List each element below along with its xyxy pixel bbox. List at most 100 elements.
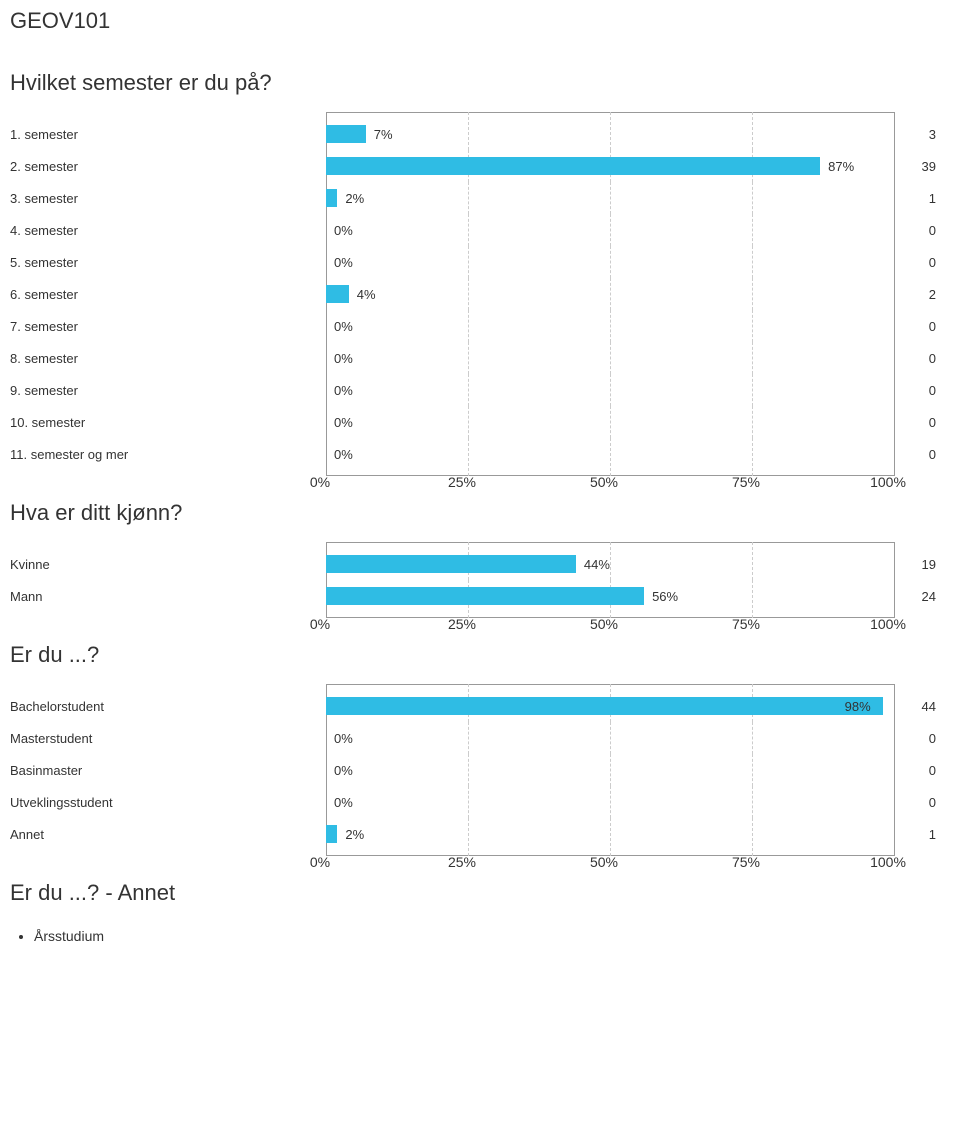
axis: 0% 25% 50% 75% 100% [10, 470, 950, 496]
bar [326, 825, 337, 843]
bar-percent: 44% [578, 555, 616, 573]
chart: 1. semester7%32. semester87%393. semeste… [10, 118, 950, 496]
bar-percent: 0% [328, 381, 359, 399]
bar-percent: 0% [328, 317, 359, 335]
axis-tick: 100% [870, 616, 906, 632]
open-answer-list: Årsstudium [34, 928, 950, 944]
chart-row: Masterstudent0% 0 [10, 722, 950, 754]
row-count: 19 [894, 557, 936, 572]
plot-area: 0% [326, 310, 894, 342]
row-label: Masterstudent [10, 731, 326, 746]
row-count: 0 [894, 763, 936, 778]
row-label: 2. semester [10, 159, 326, 174]
row-count: 0 [894, 795, 936, 810]
row-label: Bachelorstudent [10, 699, 326, 714]
axis-tick: 0% [310, 616, 330, 632]
chart-row: 11. semester og mer0%0 [10, 438, 950, 470]
bar [326, 697, 883, 715]
open-answer-title: Er du ...? - Annet [10, 880, 950, 906]
row-count: 2 [894, 287, 936, 302]
row-label: Basinmaster [10, 763, 326, 778]
plot-area: 7% [326, 118, 894, 150]
row-count: 0 [894, 447, 936, 462]
bar-percent: 56% [646, 587, 684, 605]
row-count: 0 [894, 731, 936, 746]
bar-percent: 4% [351, 285, 382, 303]
bar-percent: 0% [328, 793, 359, 811]
plot-area: 4% [326, 278, 894, 310]
chart-question: Er du ...? [10, 642, 950, 668]
row-label: 6. semester [10, 287, 326, 302]
plot-area: 0% [326, 722, 894, 754]
bar [326, 587, 644, 605]
bar [326, 157, 820, 175]
chart-row: 4. semester0%0 [10, 214, 950, 246]
row-label: 9. semester [10, 383, 326, 398]
chart-question: Hva er ditt kjønn? [10, 500, 950, 526]
bar-percent: 0% [328, 729, 359, 747]
row-count: 0 [894, 351, 936, 366]
bar-percent: 0% [328, 413, 359, 431]
plot-area: 44% [326, 548, 894, 580]
row-label: 10. semester [10, 415, 326, 430]
row-label: 8. semester [10, 351, 326, 366]
row-label: Mann [10, 589, 326, 604]
row-label: Utveklingsstudent [10, 795, 326, 810]
row-count: 1 [894, 827, 936, 842]
chart-row: Mann 56% 24 [10, 580, 950, 612]
axis-tick: 75% [732, 616, 760, 632]
axis-tick: 100% [870, 474, 906, 490]
row-count: 24 [894, 589, 936, 604]
row-label: 4. semester [10, 223, 326, 238]
plot-area: 87% [326, 150, 894, 182]
plot-area: 0% [326, 374, 894, 406]
chart-row: 2. semester87%39 [10, 150, 950, 182]
chart-row: 10. semester0% 0 [10, 406, 950, 438]
axis-tick: 100% [870, 854, 906, 870]
chart-row: 9. semester0% 0 [10, 374, 950, 406]
axis-tick: 50% [590, 616, 618, 632]
axis: 0%25%50%75%100% [10, 850, 950, 876]
axis-tick: 25% [448, 474, 476, 490]
row-count: 0 [894, 383, 936, 398]
row-label: 1. semester [10, 127, 326, 142]
axis-tick: 25% [448, 854, 476, 870]
row-label: 11. semester og mer [10, 447, 326, 462]
axis-tick: 50% [590, 474, 618, 490]
row-label: 3. semester [10, 191, 326, 206]
plot-area: 0% [326, 342, 894, 374]
axis-tick: 0% [310, 854, 330, 870]
bar-percent: 0% [328, 253, 359, 271]
page-title: GEOV101 [10, 8, 950, 34]
chart-row: 5. semester0% 0 [10, 246, 950, 278]
plot-area: 98% [326, 690, 894, 722]
row-label: 5. semester [10, 255, 326, 270]
chart: Bachelorstudent98%44Masterstudent0%0Basi… [10, 690, 950, 876]
axis-tick: 75% [732, 474, 760, 490]
plot-area: 0% [326, 214, 894, 246]
row-count: 0 [894, 255, 936, 270]
row-count: 0 [894, 415, 936, 430]
chart-question: Hvilket semester er du på? [10, 70, 950, 96]
bar-percent: 98% [839, 697, 877, 715]
chart-row: Bachelorstudent98%44 [10, 690, 950, 722]
chart-row: 7. semester0% 0 [10, 310, 950, 342]
chart-row: Annet2%1 [10, 818, 950, 850]
row-count: 0 [894, 319, 936, 334]
row-count: 39 [894, 159, 936, 174]
axis: 0% 25% 50% 75% 100% [10, 612, 950, 638]
chart-row: 6. semester 4% 2 [10, 278, 950, 310]
chart-row: 3. semester2%1 [10, 182, 950, 214]
row-count: 0 [894, 223, 936, 238]
plot-area: 0% [326, 406, 894, 438]
row-count: 3 [894, 127, 936, 142]
axis-tick: 25% [448, 616, 476, 632]
plot-area: 2% [326, 818, 894, 850]
axis-tick: 0% [310, 474, 330, 490]
row-label: 7. semester [10, 319, 326, 334]
plot-area: 2% [326, 182, 894, 214]
plot-area: 0% [326, 246, 894, 278]
axis-tick: 75% [732, 854, 760, 870]
chart-row: Utveklingsstudent0% 0 [10, 786, 950, 818]
plot-area: 0% [326, 754, 894, 786]
